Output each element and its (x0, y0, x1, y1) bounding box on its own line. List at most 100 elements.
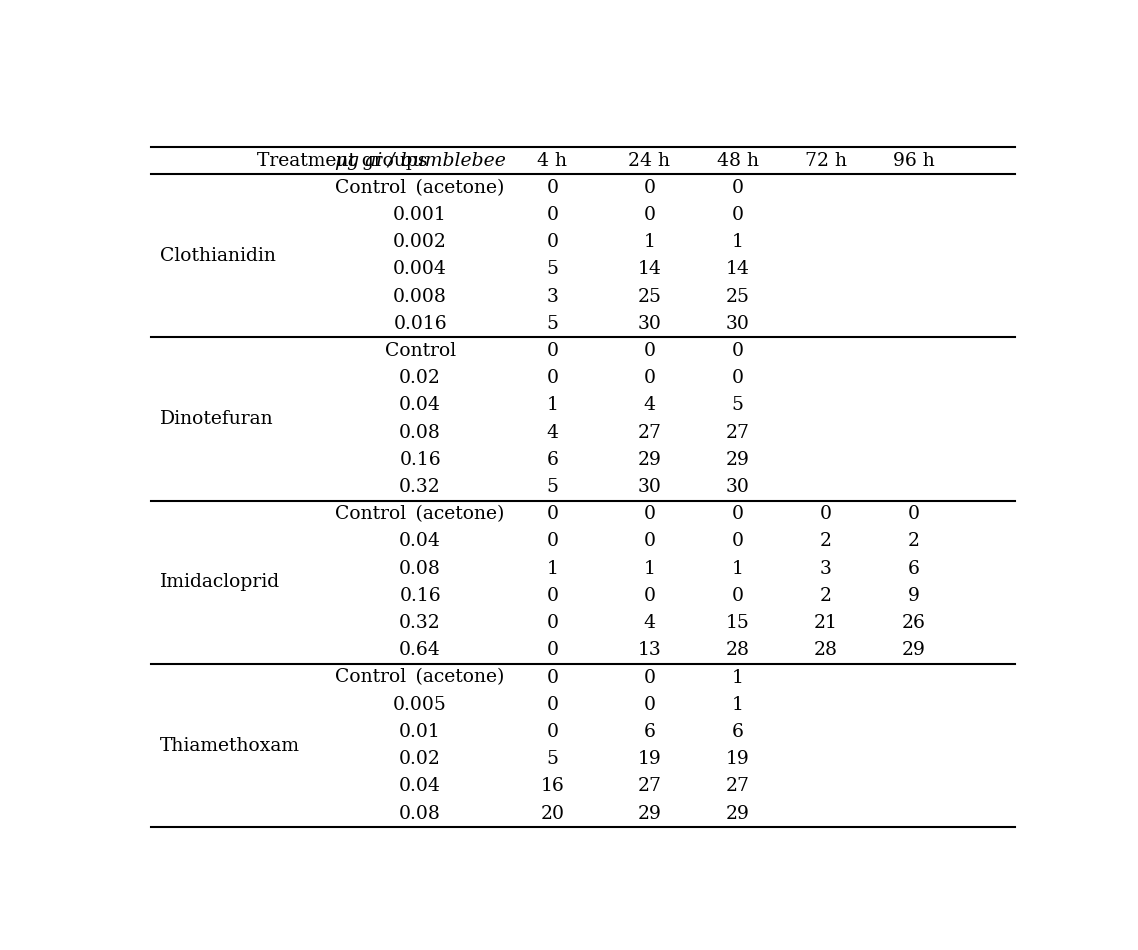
Text: 30: 30 (726, 478, 750, 496)
Text: 29: 29 (726, 451, 750, 469)
Text: 0: 0 (732, 587, 743, 605)
Text: 1: 1 (546, 396, 559, 414)
Text: 0.04: 0.04 (399, 533, 442, 550)
Text: 0: 0 (546, 179, 559, 197)
Text: 19: 19 (637, 750, 661, 769)
Text: 1: 1 (732, 669, 743, 687)
Text: 25: 25 (726, 288, 750, 306)
Text: 0: 0 (546, 342, 559, 360)
Text: 0: 0 (819, 505, 832, 523)
Text: 0.005: 0.005 (393, 695, 447, 713)
Text: 2: 2 (819, 533, 832, 550)
Text: 29: 29 (726, 805, 750, 823)
Text: 4 h: 4 h (537, 151, 568, 169)
Text: 0: 0 (732, 505, 743, 523)
Text: 0: 0 (732, 206, 743, 224)
Text: Thiamethoxam: Thiamethoxam (159, 736, 300, 754)
Text: 0.16: 0.16 (399, 587, 440, 605)
Text: 27: 27 (637, 424, 661, 442)
Text: 28: 28 (726, 641, 750, 659)
Text: Dinotefuran: Dinotefuran (159, 410, 273, 428)
Text: 29: 29 (637, 805, 661, 823)
Text: 6: 6 (732, 723, 743, 741)
Text: 14: 14 (637, 260, 661, 278)
Text: 14: 14 (726, 260, 750, 278)
Text: 5: 5 (546, 314, 559, 332)
Text: 19: 19 (726, 750, 750, 769)
Text: 0: 0 (546, 614, 559, 632)
Text: 0: 0 (643, 206, 655, 224)
Text: Control (acetone): Control (acetone) (336, 669, 505, 687)
Text: 0.32: 0.32 (399, 614, 440, 632)
Text: 0: 0 (643, 179, 655, 197)
Text: 0.16: 0.16 (399, 451, 440, 469)
Text: 3: 3 (546, 288, 559, 306)
Text: 1: 1 (732, 560, 743, 578)
Text: 0: 0 (546, 723, 559, 741)
Text: 0.08: 0.08 (399, 805, 442, 823)
Text: 0.04: 0.04 (399, 396, 442, 414)
Text: 16: 16 (541, 777, 564, 795)
Text: 1: 1 (732, 233, 743, 251)
Text: 0.001: 0.001 (394, 206, 447, 224)
Text: 0.016: 0.016 (394, 314, 447, 332)
Text: 29: 29 (902, 641, 926, 659)
Text: 27: 27 (637, 777, 661, 795)
Text: 27: 27 (726, 424, 750, 442)
Text: 5: 5 (732, 396, 743, 414)
Text: 0: 0 (546, 695, 559, 713)
Text: μg ai / bumblebee: μg ai / bumblebee (335, 151, 505, 169)
Text: 0: 0 (546, 505, 559, 523)
Text: 48 h: 48 h (717, 151, 759, 169)
Text: 20: 20 (541, 805, 564, 823)
Text: 0: 0 (732, 342, 743, 360)
Text: 0: 0 (546, 206, 559, 224)
Text: 0: 0 (546, 641, 559, 659)
Text: 30: 30 (637, 478, 661, 496)
Text: Control: Control (385, 342, 455, 360)
Text: 0.008: 0.008 (393, 288, 447, 306)
Text: 25: 25 (637, 288, 661, 306)
Text: 0: 0 (908, 505, 920, 523)
Text: 29: 29 (637, 451, 661, 469)
Text: 1: 1 (546, 560, 559, 578)
Text: Control (acetone): Control (acetone) (336, 505, 505, 523)
Text: 0.64: 0.64 (399, 641, 440, 659)
Text: 15: 15 (726, 614, 750, 632)
Text: 0: 0 (732, 370, 743, 388)
Text: 4: 4 (546, 424, 559, 442)
Text: 1: 1 (643, 233, 655, 251)
Text: 0: 0 (546, 233, 559, 251)
Text: 0: 0 (732, 179, 743, 197)
Text: 0.08: 0.08 (399, 424, 442, 442)
Text: 0.002: 0.002 (393, 233, 447, 251)
Text: 24 h: 24 h (628, 151, 670, 169)
Text: 5: 5 (546, 260, 559, 278)
Text: 0: 0 (643, 587, 655, 605)
Text: 96 h: 96 h (893, 151, 934, 169)
Text: 4: 4 (643, 614, 655, 632)
Text: 0: 0 (643, 669, 655, 687)
Text: 0: 0 (643, 505, 655, 523)
Text: Treatment groups: Treatment groups (257, 151, 428, 169)
Text: 0: 0 (546, 587, 559, 605)
Text: 72 h: 72 h (805, 151, 847, 169)
Text: 0.04: 0.04 (399, 777, 442, 795)
Text: 6: 6 (643, 723, 655, 741)
Text: 13: 13 (637, 641, 661, 659)
Text: 1: 1 (732, 695, 743, 713)
Text: 4: 4 (643, 396, 655, 414)
Text: 6: 6 (908, 560, 920, 578)
Text: Clothianidin: Clothianidin (159, 247, 275, 265)
Text: 0: 0 (643, 695, 655, 713)
Text: 0: 0 (643, 342, 655, 360)
Text: 0: 0 (732, 533, 743, 550)
Text: 5: 5 (546, 750, 559, 769)
Text: 0: 0 (643, 370, 655, 388)
Text: 0: 0 (643, 533, 655, 550)
Text: 9: 9 (908, 587, 920, 605)
Text: 0: 0 (546, 370, 559, 388)
Text: 30: 30 (726, 314, 750, 332)
Text: 0: 0 (546, 669, 559, 687)
Text: 2: 2 (908, 533, 920, 550)
